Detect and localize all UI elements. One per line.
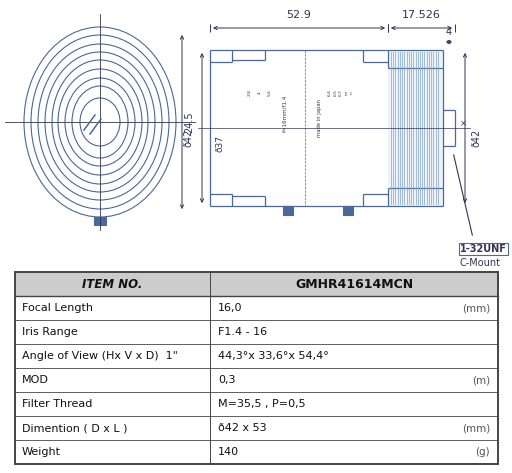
Text: 24.5: 24.5 bbox=[184, 111, 194, 133]
Text: 1-32UNF: 1-32UNF bbox=[460, 244, 507, 254]
Text: 140: 140 bbox=[218, 447, 239, 457]
Bar bbox=[210, 320, 498, 344]
Bar bbox=[210, 344, 498, 368]
Text: Focal Length: Focal Length bbox=[22, 303, 93, 313]
Text: ð42: ð42 bbox=[183, 129, 193, 147]
Text: Angle of View (Hx V x D)  1": Angle of View (Hx V x D) 1" bbox=[22, 351, 178, 361]
Text: MOD: MOD bbox=[22, 375, 49, 385]
Text: (mm): (mm) bbox=[462, 423, 490, 433]
Text: Iris Range: Iris Range bbox=[22, 327, 78, 337]
Text: 2.8: 2.8 bbox=[248, 89, 252, 96]
Bar bbox=[283, 206, 293, 215]
Text: F1.4 - 16: F1.4 - 16 bbox=[218, 327, 267, 337]
Bar bbox=[94, 217, 106, 225]
Bar bbox=[15, 344, 210, 368]
Text: f=16mm/f1.4: f=16mm/f1.4 bbox=[283, 95, 288, 131]
Bar bbox=[343, 206, 353, 215]
Text: Dimention ( D x L ): Dimention ( D x L ) bbox=[22, 423, 127, 433]
Text: 17.526: 17.526 bbox=[402, 10, 441, 20]
Text: 5.6: 5.6 bbox=[268, 89, 272, 96]
Bar bbox=[15, 440, 210, 464]
Text: GMHR41614MCN: GMHR41614MCN bbox=[295, 278, 413, 290]
Bar bbox=[210, 296, 498, 320]
Bar bbox=[15, 320, 210, 344]
Text: made in japan: made in japan bbox=[317, 99, 323, 137]
Text: C-Mount: C-Mount bbox=[460, 258, 501, 268]
Text: ð42: ð42 bbox=[472, 129, 482, 147]
Bar bbox=[210, 440, 498, 464]
Bar bbox=[210, 416, 498, 440]
Text: 4: 4 bbox=[258, 92, 262, 95]
Text: M=35,5 , P=0,5: M=35,5 , P=0,5 bbox=[218, 399, 306, 409]
Bar bbox=[15, 416, 210, 440]
Bar bbox=[210, 368, 498, 392]
Bar bbox=[15, 392, 210, 416]
Bar bbox=[15, 296, 210, 320]
Text: 52.9: 52.9 bbox=[287, 10, 311, 20]
Text: m: m bbox=[345, 91, 349, 95]
Text: 44,3°x 33,6°x 54,4°: 44,3°x 33,6°x 54,4° bbox=[218, 351, 329, 361]
Text: 6.7: 6.7 bbox=[339, 89, 343, 96]
Text: Weight: Weight bbox=[22, 447, 61, 457]
Bar bbox=[15, 368, 210, 392]
Text: 6.5: 6.5 bbox=[333, 89, 337, 96]
Text: 4: 4 bbox=[446, 27, 452, 37]
Text: Filter Thread: Filter Thread bbox=[22, 399, 92, 409]
Text: 6.4: 6.4 bbox=[328, 89, 332, 96]
Text: (m): (m) bbox=[472, 375, 490, 385]
Text: 16,0: 16,0 bbox=[218, 303, 243, 313]
Text: 0,3: 0,3 bbox=[218, 375, 236, 385]
Text: (mm): (mm) bbox=[462, 303, 490, 313]
Bar bbox=[210, 272, 498, 296]
Bar bbox=[15, 272, 498, 464]
Text: ITEM NO.: ITEM NO. bbox=[82, 278, 143, 290]
Bar bbox=[210, 392, 498, 416]
Text: (g): (g) bbox=[475, 447, 490, 457]
Text: ×: × bbox=[460, 120, 467, 129]
Bar bbox=[15, 272, 210, 296]
Text: ð42 x 53: ð42 x 53 bbox=[218, 423, 267, 433]
Bar bbox=[388, 50, 443, 206]
Text: n: n bbox=[350, 92, 354, 95]
Text: ð37: ð37 bbox=[216, 134, 224, 151]
